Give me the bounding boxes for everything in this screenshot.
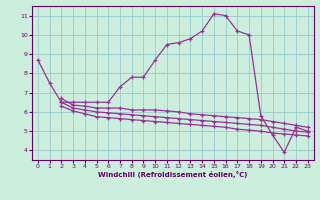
X-axis label: Windchill (Refroidissement éolien,°C): Windchill (Refroidissement éolien,°C)	[98, 171, 247, 178]
